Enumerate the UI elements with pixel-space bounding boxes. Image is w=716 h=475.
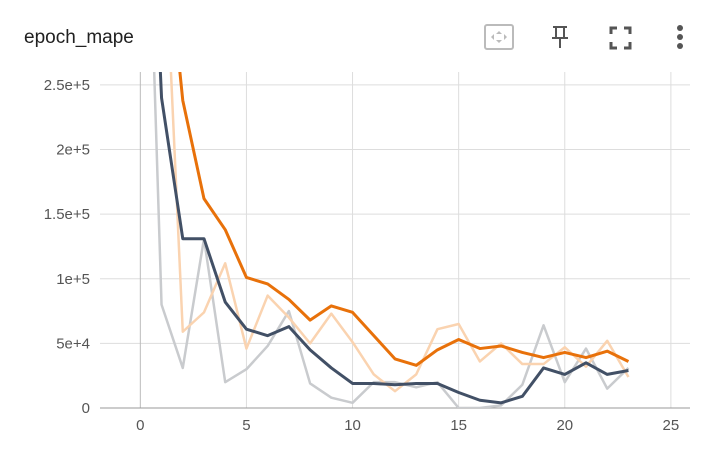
series-line (158, 72, 629, 405)
series-line (178, 72, 630, 367)
y-tick-label: 1.5e+5 (44, 206, 90, 223)
y-tick-label: 2e+5 (56, 142, 90, 159)
y-tick-label: 0 (82, 400, 90, 417)
series-line (169, 72, 630, 393)
y-tick-label: 1e+5 (56, 271, 90, 288)
x-tick-label: 20 (556, 417, 573, 434)
x-tick-label: 25 (663, 417, 680, 434)
fullscreen-button[interactable] (609, 26, 632, 50)
fit-domain-button[interactable] (484, 24, 514, 50)
x-tick-label: 0 (136, 417, 144, 434)
y-tick-label: 5e+4 (56, 335, 90, 352)
x-tick-label: 15 (450, 417, 467, 434)
x-tick-label: 10 (344, 417, 361, 434)
toolbar (484, 24, 683, 50)
pin-button[interactable] (552, 26, 568, 48)
more-button[interactable] (677, 25, 683, 49)
x-tick-label: 5 (242, 417, 250, 434)
chart-title: epoch_mape (24, 27, 134, 48)
y-tick-label: 2.5e+5 (44, 77, 90, 94)
